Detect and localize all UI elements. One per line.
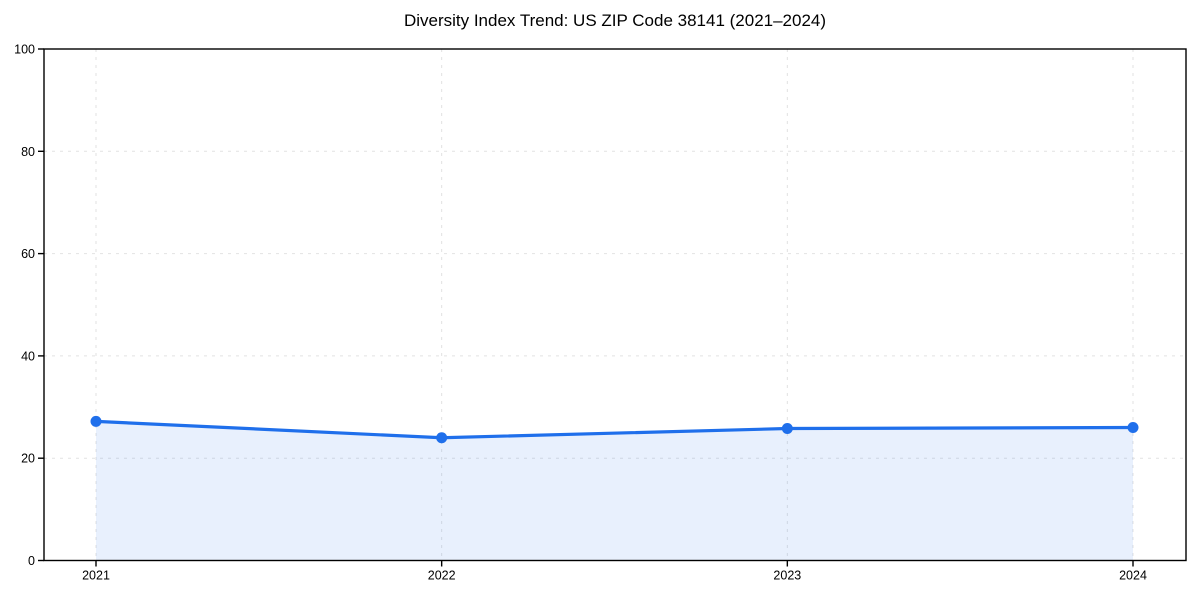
data-point-2024	[1127, 422, 1139, 434]
plot-frame	[43, 48, 1187, 562]
x-tick-label: 2022	[428, 569, 456, 583]
data-point-2021	[90, 415, 102, 427]
y-tick-label: 40	[21, 349, 35, 363]
y-tick-label: 0	[28, 554, 35, 568]
data-point-2023	[781, 423, 793, 435]
area-fill	[96, 421, 1133, 561]
data-point-2022	[436, 432, 448, 444]
y-tick-label: 60	[21, 247, 35, 261]
y-tick-label: 20	[21, 452, 35, 466]
x-tick-label: 2024	[1119, 569, 1147, 583]
y-tick-label: 80	[21, 145, 35, 159]
y-tick-label: 100	[14, 43, 35, 57]
trend-line	[94, 419, 1135, 440]
chart-title: Diversity Index Trend: US ZIP Code 38141…	[403, 11, 827, 30]
x-tick-label: 2023	[773, 569, 801, 583]
x-tick-label: 2021	[82, 569, 110, 583]
